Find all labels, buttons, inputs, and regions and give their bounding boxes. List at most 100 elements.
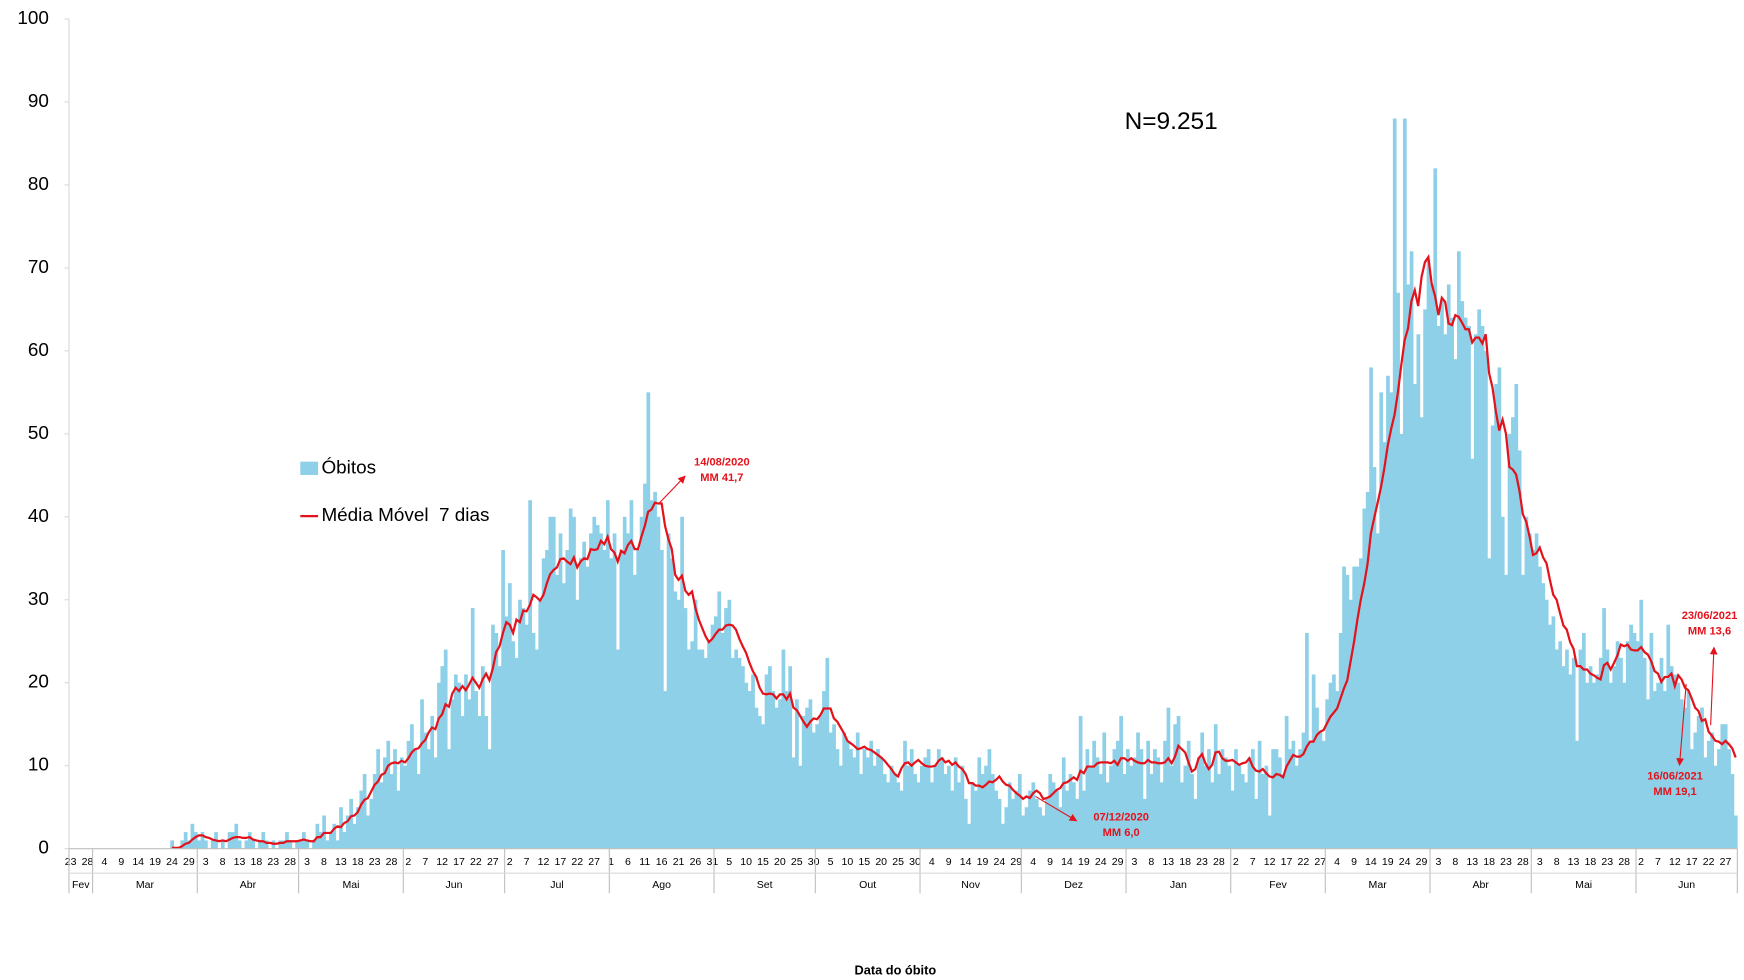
bar <box>1075 798 1080 849</box>
bar <box>1220 749 1225 849</box>
x-tick-label: 29 <box>1416 856 1428 868</box>
bar <box>1453 359 1458 849</box>
bar <box>1733 815 1738 849</box>
x-tick-label: 8 <box>321 856 327 868</box>
bar <box>1581 632 1586 849</box>
bar <box>1429 284 1434 849</box>
bar <box>1051 782 1056 849</box>
bar <box>1463 317 1468 849</box>
bar <box>771 691 776 849</box>
x-tick-label: 5 <box>726 856 732 868</box>
bar <box>1281 774 1286 849</box>
bar <box>879 757 884 849</box>
x-tick-label: 2 <box>1638 856 1644 868</box>
bar <box>450 699 455 849</box>
x-tick-label: 23 <box>267 856 279 868</box>
bar <box>1561 666 1566 849</box>
legend-label: Óbitos <box>321 456 376 478</box>
bar <box>497 666 502 849</box>
x-axis-label: Data do óbito <box>855 962 937 977</box>
bar <box>1565 649 1569 849</box>
month-label: Jun <box>1678 879 1695 891</box>
bar <box>565 549 570 849</box>
bar <box>646 392 651 849</box>
bar <box>1129 765 1134 849</box>
bar <box>1619 657 1623 849</box>
bar <box>1541 583 1546 849</box>
x-tick-label: 16 <box>656 856 668 868</box>
bar <box>359 790 364 849</box>
bar <box>717 591 722 849</box>
bar <box>551 516 556 849</box>
x-tick-label: 24 <box>166 856 178 868</box>
bar <box>828 732 833 849</box>
bar <box>491 624 495 849</box>
annotation-arrow <box>1709 646 1718 726</box>
bar <box>781 649 786 849</box>
bar <box>474 691 478 849</box>
bar <box>616 649 620 849</box>
bar <box>1078 715 1083 849</box>
month-label: Set <box>757 879 773 891</box>
bar <box>1024 807 1029 849</box>
bar <box>1308 740 1313 849</box>
bar <box>1531 549 1536 849</box>
x-tick-label: 7 <box>422 856 428 868</box>
bar <box>345 815 350 849</box>
x-tick-label: 3 <box>304 856 310 868</box>
bar <box>541 558 546 849</box>
bar <box>1521 574 1525 849</box>
bar <box>1534 533 1539 849</box>
bar <box>1470 458 1475 849</box>
x-tick-label: 2 <box>507 856 513 868</box>
bar <box>1629 624 1633 849</box>
bar <box>1092 740 1096 849</box>
bar <box>1527 533 1532 849</box>
bar <box>349 798 353 849</box>
bar <box>663 691 668 849</box>
bar <box>639 516 644 849</box>
bar <box>1504 574 1509 849</box>
bar <box>251 840 256 849</box>
bar <box>1484 350 1488 849</box>
bar <box>943 774 948 849</box>
bar <box>1362 508 1367 849</box>
x-tick-label: 13 <box>335 856 347 868</box>
bar <box>727 599 732 849</box>
bar <box>643 483 647 849</box>
bar <box>849 749 853 849</box>
bar <box>1156 757 1161 849</box>
bar <box>666 533 671 849</box>
bar <box>1058 807 1063 849</box>
bar <box>1095 757 1100 849</box>
bar <box>980 774 985 849</box>
bar <box>329 832 333 849</box>
bar <box>865 757 870 849</box>
bar <box>1034 798 1039 849</box>
bar <box>1325 699 1330 849</box>
bar <box>511 641 516 849</box>
bar <box>906 765 911 849</box>
bar <box>204 840 208 849</box>
bar <box>325 840 330 849</box>
y-tick-label: 60 <box>28 340 49 361</box>
bar <box>764 674 769 849</box>
bar <box>1723 724 1728 849</box>
bar <box>974 790 978 849</box>
x-tick-label: 29 <box>183 856 195 868</box>
bar <box>555 574 559 849</box>
bar <box>1230 790 1235 849</box>
bar <box>1500 516 1505 849</box>
bar <box>1088 765 1093 849</box>
annotation-value: MM 13,6 <box>1688 626 1731 638</box>
bar <box>443 649 448 849</box>
month-label: Nov <box>961 879 980 891</box>
bar <box>855 732 860 849</box>
bar <box>1061 757 1066 849</box>
x-tick-label: 18 <box>1179 856 1191 868</box>
bar <box>1112 749 1117 849</box>
bar <box>791 757 796 849</box>
month-label: Out <box>859 879 876 891</box>
bar <box>1612 666 1617 849</box>
